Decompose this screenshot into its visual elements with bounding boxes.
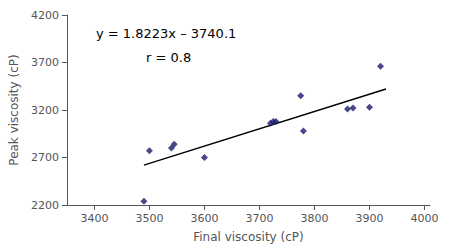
svg-text:3900: 3900 bbox=[355, 212, 383, 225]
svg-text:2700: 2700 bbox=[31, 151, 59, 164]
svg-text:3500: 3500 bbox=[135, 212, 163, 225]
svg-text:r = 0.8: r = 0.8 bbox=[146, 50, 191, 65]
svg-text:2200: 2200 bbox=[31, 199, 59, 212]
svg-text:3200: 3200 bbox=[31, 104, 59, 117]
svg-text:3600: 3600 bbox=[190, 212, 218, 225]
svg-text:3700: 3700 bbox=[245, 212, 273, 225]
svg-text:3700: 3700 bbox=[31, 56, 59, 69]
svg-text:3800: 3800 bbox=[300, 212, 328, 225]
svg-text:4200: 4200 bbox=[31, 9, 59, 22]
svg-text:Final viscosity (cP): Final viscosity (cP) bbox=[193, 230, 304, 244]
svg-text:y = 1.8223x – 3740.1: y = 1.8223x – 3740.1 bbox=[96, 26, 236, 41]
svg-text:4000: 4000 bbox=[410, 212, 438, 225]
svg-text:Peak viscosity (cP): Peak viscosity (cP) bbox=[7, 54, 21, 165]
svg-text:3400: 3400 bbox=[80, 212, 108, 225]
